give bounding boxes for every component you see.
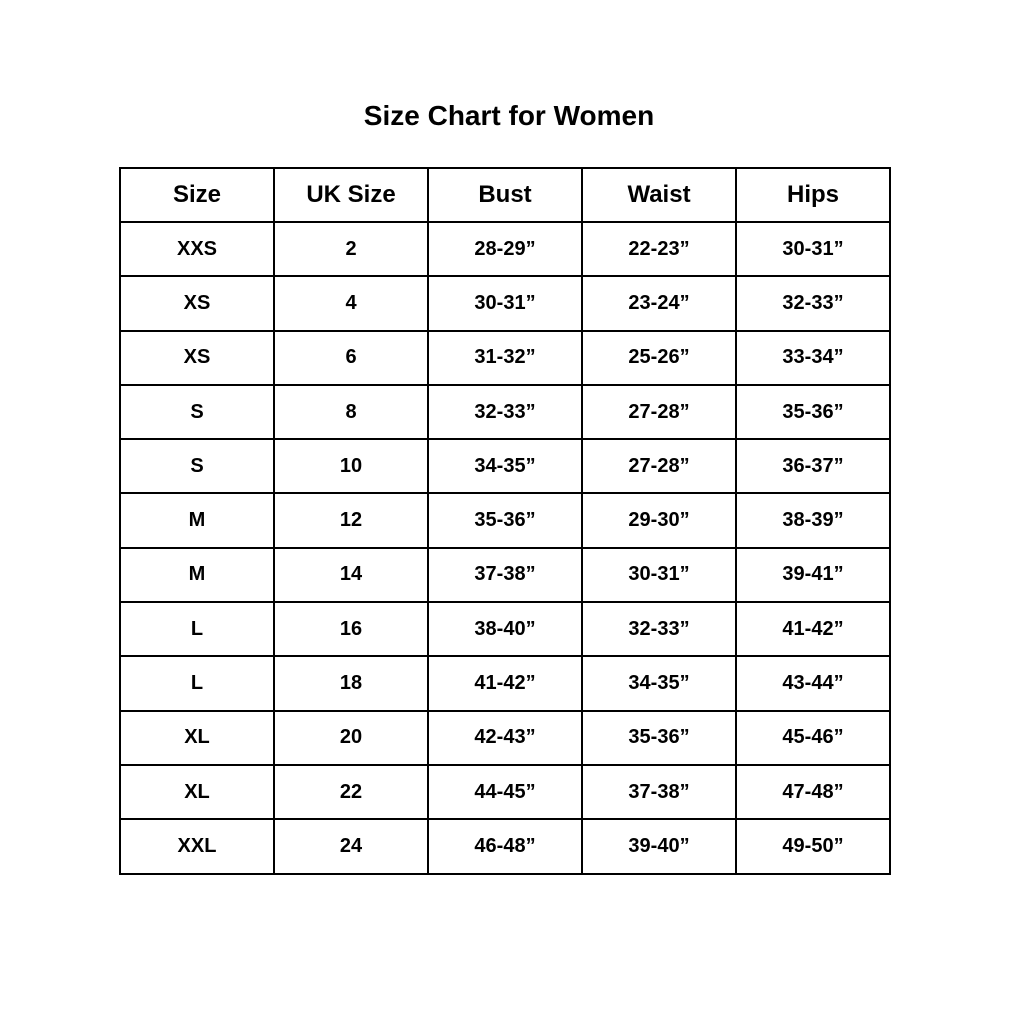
column-header: Size: [119, 167, 275, 223]
table-cell: 10: [273, 438, 429, 495]
table-cell: 24: [273, 818, 429, 875]
table-row: XXS 2 28-29” 22-23” 30-31”: [119, 220, 891, 278]
table-cell: XL: [119, 763, 275, 821]
table-cell: 38-39”: [735, 492, 891, 549]
table-cell: 20: [273, 709, 429, 766]
table-cell: 37-38”: [581, 763, 737, 821]
table-cell: 30-31”: [427, 275, 583, 332]
table-cell: 8: [273, 383, 429, 441]
table-row: XL 22 44-45” 37-38” 47-48”: [119, 763, 891, 821]
table-cell: M: [119, 546, 275, 604]
table-cell: 49-50”: [735, 818, 891, 875]
table-cell: 41-42”: [735, 601, 891, 658]
table-cell: XS: [119, 275, 275, 332]
table-cell: 31-32”: [427, 329, 583, 386]
table-cell: 41-42”: [427, 655, 583, 712]
table-cell: 4: [273, 275, 429, 332]
column-header: Bust: [427, 167, 583, 223]
table-cell: 42-43”: [427, 709, 583, 766]
table-cell: XXL: [119, 818, 275, 875]
size-chart-table: Size UK Size Bust Waist Hips XXS 2 28-29” 22-23…: [119, 167, 891, 875]
table-cell: 25-26”: [581, 329, 737, 386]
table-cell: 46-48”: [427, 818, 583, 875]
table-row: M 12 35-36” 29-30” 38-39”: [119, 492, 891, 549]
table-cell: XS: [119, 329, 275, 386]
table-cell: 38-40”: [427, 601, 583, 658]
table-cell: 6: [273, 329, 429, 386]
table-cell: 35-36”: [735, 383, 891, 441]
table-cell: 22: [273, 763, 429, 821]
table-cell: 29-30”: [581, 492, 737, 549]
table-cell: 43-44”: [735, 655, 891, 712]
table-cell: 32-33”: [581, 601, 737, 658]
table-cell: L: [119, 601, 275, 658]
column-header: Hips: [735, 167, 891, 223]
table-cell: 47-48”: [735, 763, 891, 821]
table-row: L 18 41-42” 34-35” 43-44”: [119, 655, 891, 712]
column-header: UK Size: [273, 167, 429, 223]
table-cell: 18: [273, 655, 429, 712]
table-cell: 32-33”: [427, 383, 583, 441]
table-cell: 30-31”: [735, 220, 891, 278]
header-row: Size UK Size Bust Waist Hips: [119, 167, 891, 223]
table-cell: S: [119, 438, 275, 495]
table-cell: 32-33”: [735, 275, 891, 332]
table-cell: 33-34”: [735, 329, 891, 386]
table-cell: 45-46”: [735, 709, 891, 766]
table-cell: 2: [273, 220, 429, 278]
table-cell: 34-35”: [581, 655, 737, 712]
table-cell: 39-41”: [735, 546, 891, 604]
table-cell: 23-24”: [581, 275, 737, 332]
table-cell: 44-45”: [427, 763, 583, 821]
table-cell: S: [119, 383, 275, 441]
table-cell: 35-36”: [427, 492, 583, 549]
table-row: XS 4 30-31” 23-24” 32-33”: [119, 275, 891, 332]
table-cell: L: [119, 655, 275, 712]
table-cell: 36-37”: [735, 438, 891, 495]
table-cell: 34-35”: [427, 438, 583, 495]
table-row: S 8 32-33” 27-28” 35-36”: [119, 383, 891, 441]
table-cell: 30-31”: [581, 546, 737, 604]
table-cell: 16: [273, 601, 429, 658]
page-title: Size Chart for Women: [363, 100, 655, 131]
column-header: Waist: [581, 167, 737, 223]
table-row: L 16 38-40” 32-33” 41-42”: [119, 601, 891, 658]
table-cell: 27-28”: [581, 438, 737, 495]
table-row: XXL 24 46-48” 39-40” 49-50”: [119, 818, 891, 875]
table-cell: 14: [273, 546, 429, 604]
table-cell: 22-23”: [581, 220, 737, 278]
table-row: M 14 37-38” 30-31” 39-41”: [119, 546, 891, 604]
table-cell: XL: [119, 709, 275, 766]
table-cell: 28-29”: [427, 220, 583, 278]
table-cell: 12: [273, 492, 429, 549]
table-row: S 10 34-35” 27-28” 36-37”: [119, 438, 891, 495]
table-cell: 39-40”: [581, 818, 737, 875]
table-row: XS 6 31-32” 25-26” 33-34”: [119, 329, 891, 386]
table-cell: M: [119, 492, 275, 549]
table-cell: 27-28”: [581, 383, 737, 441]
table-cell: XXS: [119, 220, 275, 278]
table-row: XL 20 42-43” 35-36” 45-46”: [119, 709, 891, 766]
table-cell: 37-38”: [427, 546, 583, 604]
table-cell: 35-36”: [581, 709, 737, 766]
